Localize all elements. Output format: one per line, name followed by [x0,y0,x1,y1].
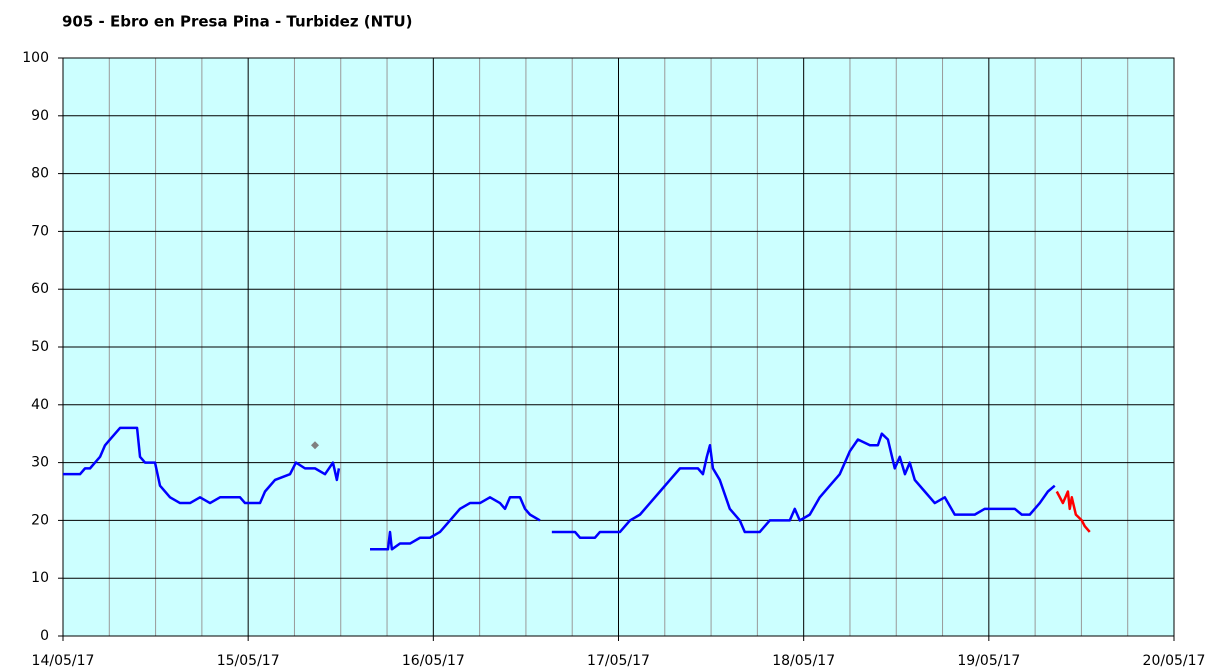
x-tick-label: 17/05/17 [587,653,650,669]
x-tick-label: 16/05/17 [402,653,465,669]
y-tick-label: 100 [22,50,49,66]
x-tick-label: 18/05/17 [772,653,835,669]
series-line [1055,490,1091,533]
point [311,441,320,450]
y-tick-label: 30 [31,455,49,471]
x-tick-label: 19/05/17 [957,653,1020,669]
x-tick-label: 14/05/17 [32,653,95,669]
series-line [63,426,1056,551]
x-tick-label: 15/05/17 [217,653,280,669]
y-tick-label: 60 [31,281,49,297]
y-tick-label: 40 [31,397,49,413]
y-tick-label: 0 [40,628,49,644]
y-tick-label: 10 [31,570,49,586]
x-tick-label: 20/05/17 [1143,653,1206,669]
y-tick-label: 20 [31,512,49,528]
chart-title: 905 - Ebro en Presa Pina - Turbidez (NTU… [62,13,413,31]
y-tick-label: 90 [31,108,49,124]
y-tick-label: 80 [31,166,49,182]
y-tick-label: 70 [31,223,49,239]
plot-frame [62,57,1175,637]
y-tick-label: 50 [31,339,49,355]
